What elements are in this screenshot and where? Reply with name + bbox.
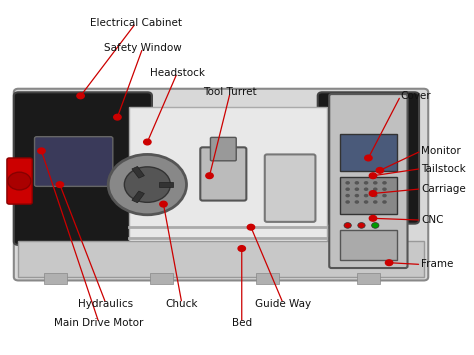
FancyBboxPatch shape — [318, 92, 419, 224]
Polygon shape — [159, 182, 173, 187]
Text: Electrical Cabinet: Electrical Cabinet — [90, 18, 182, 28]
Circle shape — [346, 187, 350, 191]
FancyBboxPatch shape — [201, 147, 246, 201]
Circle shape — [373, 181, 378, 185]
Circle shape — [373, 194, 378, 197]
Circle shape — [364, 187, 368, 191]
Circle shape — [382, 187, 387, 191]
FancyBboxPatch shape — [18, 241, 424, 277]
Circle shape — [38, 148, 45, 154]
Text: CNC: CNC — [421, 215, 444, 225]
Text: Chuck: Chuck — [165, 299, 198, 308]
Circle shape — [365, 155, 372, 161]
Circle shape — [247, 224, 255, 230]
FancyBboxPatch shape — [329, 94, 408, 268]
Circle shape — [346, 200, 350, 204]
FancyBboxPatch shape — [14, 92, 152, 245]
Circle shape — [382, 194, 387, 197]
Circle shape — [369, 191, 377, 196]
Circle shape — [382, 181, 387, 185]
FancyBboxPatch shape — [14, 89, 428, 280]
FancyBboxPatch shape — [7, 158, 32, 204]
FancyBboxPatch shape — [35, 137, 113, 186]
Circle shape — [372, 223, 379, 228]
FancyBboxPatch shape — [255, 273, 279, 284]
FancyBboxPatch shape — [265, 154, 315, 222]
Circle shape — [364, 194, 368, 197]
Circle shape — [355, 181, 359, 185]
Circle shape — [364, 181, 368, 185]
Circle shape — [355, 200, 359, 204]
FancyBboxPatch shape — [129, 106, 327, 248]
FancyBboxPatch shape — [340, 134, 397, 171]
Text: Guide Way: Guide Way — [255, 299, 311, 308]
FancyBboxPatch shape — [357, 273, 380, 284]
Circle shape — [385, 260, 393, 266]
Text: Tailstock: Tailstock — [421, 164, 466, 174]
Circle shape — [206, 173, 213, 179]
Circle shape — [114, 114, 121, 120]
Circle shape — [373, 187, 378, 191]
Circle shape — [124, 167, 170, 202]
Circle shape — [355, 194, 359, 197]
Text: Monitor: Monitor — [421, 146, 461, 156]
Text: Tool Turret: Tool Turret — [203, 87, 257, 97]
Text: Hydraulics: Hydraulics — [78, 299, 134, 308]
FancyBboxPatch shape — [340, 230, 397, 260]
Text: Headstock: Headstock — [150, 68, 205, 78]
Polygon shape — [132, 191, 145, 203]
Circle shape — [108, 154, 186, 215]
Text: Carriage: Carriage — [421, 184, 466, 194]
Text: Main Drive Motor: Main Drive Motor — [55, 318, 144, 328]
Circle shape — [373, 200, 378, 204]
Circle shape — [144, 139, 151, 145]
Text: Frame: Frame — [421, 260, 454, 269]
FancyBboxPatch shape — [340, 177, 397, 214]
Circle shape — [238, 246, 246, 251]
Text: Safety Window: Safety Window — [104, 43, 182, 53]
Circle shape — [369, 215, 377, 221]
Text: Bed: Bed — [232, 318, 252, 328]
Circle shape — [344, 223, 351, 228]
Text: Cover: Cover — [401, 91, 431, 101]
Circle shape — [376, 168, 383, 173]
FancyBboxPatch shape — [44, 273, 67, 284]
Circle shape — [346, 181, 350, 185]
Circle shape — [56, 182, 64, 187]
Circle shape — [346, 194, 350, 197]
FancyBboxPatch shape — [150, 273, 173, 284]
Circle shape — [77, 93, 84, 99]
Circle shape — [358, 223, 365, 228]
Circle shape — [355, 187, 359, 191]
Circle shape — [8, 172, 31, 190]
Polygon shape — [132, 166, 145, 178]
Circle shape — [160, 201, 167, 207]
Circle shape — [364, 200, 368, 204]
FancyBboxPatch shape — [210, 137, 236, 161]
Circle shape — [382, 200, 387, 204]
Circle shape — [369, 173, 377, 179]
